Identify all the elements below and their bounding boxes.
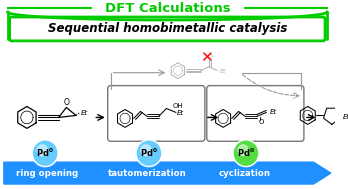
Circle shape (238, 145, 248, 156)
Text: cyclization: cyclization (218, 169, 270, 178)
Text: ring opening: ring opening (16, 169, 78, 178)
Circle shape (233, 140, 259, 167)
Text: O: O (63, 98, 69, 107)
Circle shape (32, 140, 58, 167)
Text: tautomerization: tautomerization (108, 169, 187, 178)
Circle shape (141, 145, 151, 156)
Text: O: O (259, 119, 264, 125)
Text: Sequential homobimetallic catalysis: Sequential homobimetallic catalysis (48, 22, 287, 36)
Text: ✕: ✕ (200, 50, 213, 65)
Text: Et: Et (81, 110, 88, 116)
Text: Et: Et (342, 114, 348, 120)
Circle shape (136, 140, 162, 167)
FancyBboxPatch shape (108, 86, 205, 141)
Circle shape (37, 145, 47, 156)
Text: $\mathbf{Pd^0}$: $\mathbf{Pd^0}$ (140, 147, 158, 159)
Text: Et: Et (220, 69, 227, 74)
Polygon shape (4, 162, 331, 184)
FancyBboxPatch shape (10, 17, 325, 41)
Text: Et: Et (270, 109, 277, 115)
Text: $\mathbf{Pd^{II}}$: $\mathbf{Pd^{II}}$ (237, 147, 255, 159)
Text: OH: OH (172, 104, 183, 109)
Circle shape (137, 141, 160, 165)
FancyBboxPatch shape (207, 86, 304, 141)
Circle shape (34, 141, 57, 165)
Circle shape (235, 141, 258, 165)
Text: Et: Et (177, 110, 184, 116)
Text: DFT Calculations: DFT Calculations (104, 2, 230, 15)
Text: O: O (207, 54, 212, 59)
Text: $\mathbf{Pd^0}$: $\mathbf{Pd^0}$ (36, 147, 54, 159)
